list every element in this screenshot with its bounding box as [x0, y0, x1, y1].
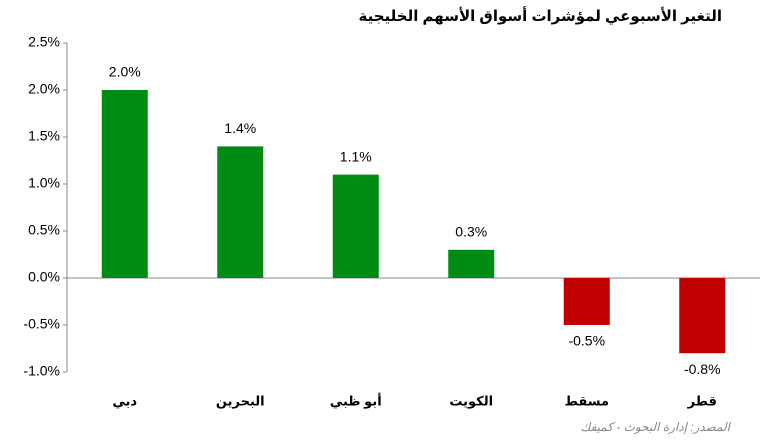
bar — [679, 278, 726, 354]
bar — [217, 146, 264, 278]
x-tick-label: أبو ظبي — [330, 392, 382, 408]
bar — [332, 174, 379, 278]
y-tick-label: 2.0% — [28, 81, 60, 97]
bar — [101, 90, 148, 278]
chart-title: التغير الأسبوعي لمؤشرات أسواق الأسهم الخ… — [359, 6, 723, 25]
value-label: 0.3% — [455, 224, 487, 240]
x-tick-label: مسقط — [564, 393, 609, 408]
y-tick-label: -1.0% — [23, 363, 60, 379]
value-label: 1.1% — [340, 148, 372, 164]
x-tick-label: الكويت — [449, 393, 493, 408]
bar — [563, 278, 610, 325]
source-note: المصدر: إدارة البحوث - كميفك — [581, 420, 732, 434]
x-tick-label: قطر — [687, 393, 717, 408]
y-tick-label: 0.5% — [28, 222, 60, 238]
value-label: -0.8% — [684, 361, 721, 377]
x-tick-label: البحرين — [216, 393, 265, 408]
y-tick-label: 0.0% — [28, 269, 60, 285]
bar — [448, 249, 495, 278]
y-tick-label: 1.0% — [28, 175, 60, 191]
y-tick-label: 2.5% — [28, 34, 60, 50]
value-label: 2.0% — [109, 64, 141, 80]
x-tick-label: دبي — [112, 393, 137, 408]
value-label: -0.5% — [568, 333, 605, 349]
value-label: 1.4% — [224, 120, 256, 136]
y-tick-label: 1.5% — [28, 128, 60, 144]
y-tick-label: -0.5% — [23, 316, 60, 332]
